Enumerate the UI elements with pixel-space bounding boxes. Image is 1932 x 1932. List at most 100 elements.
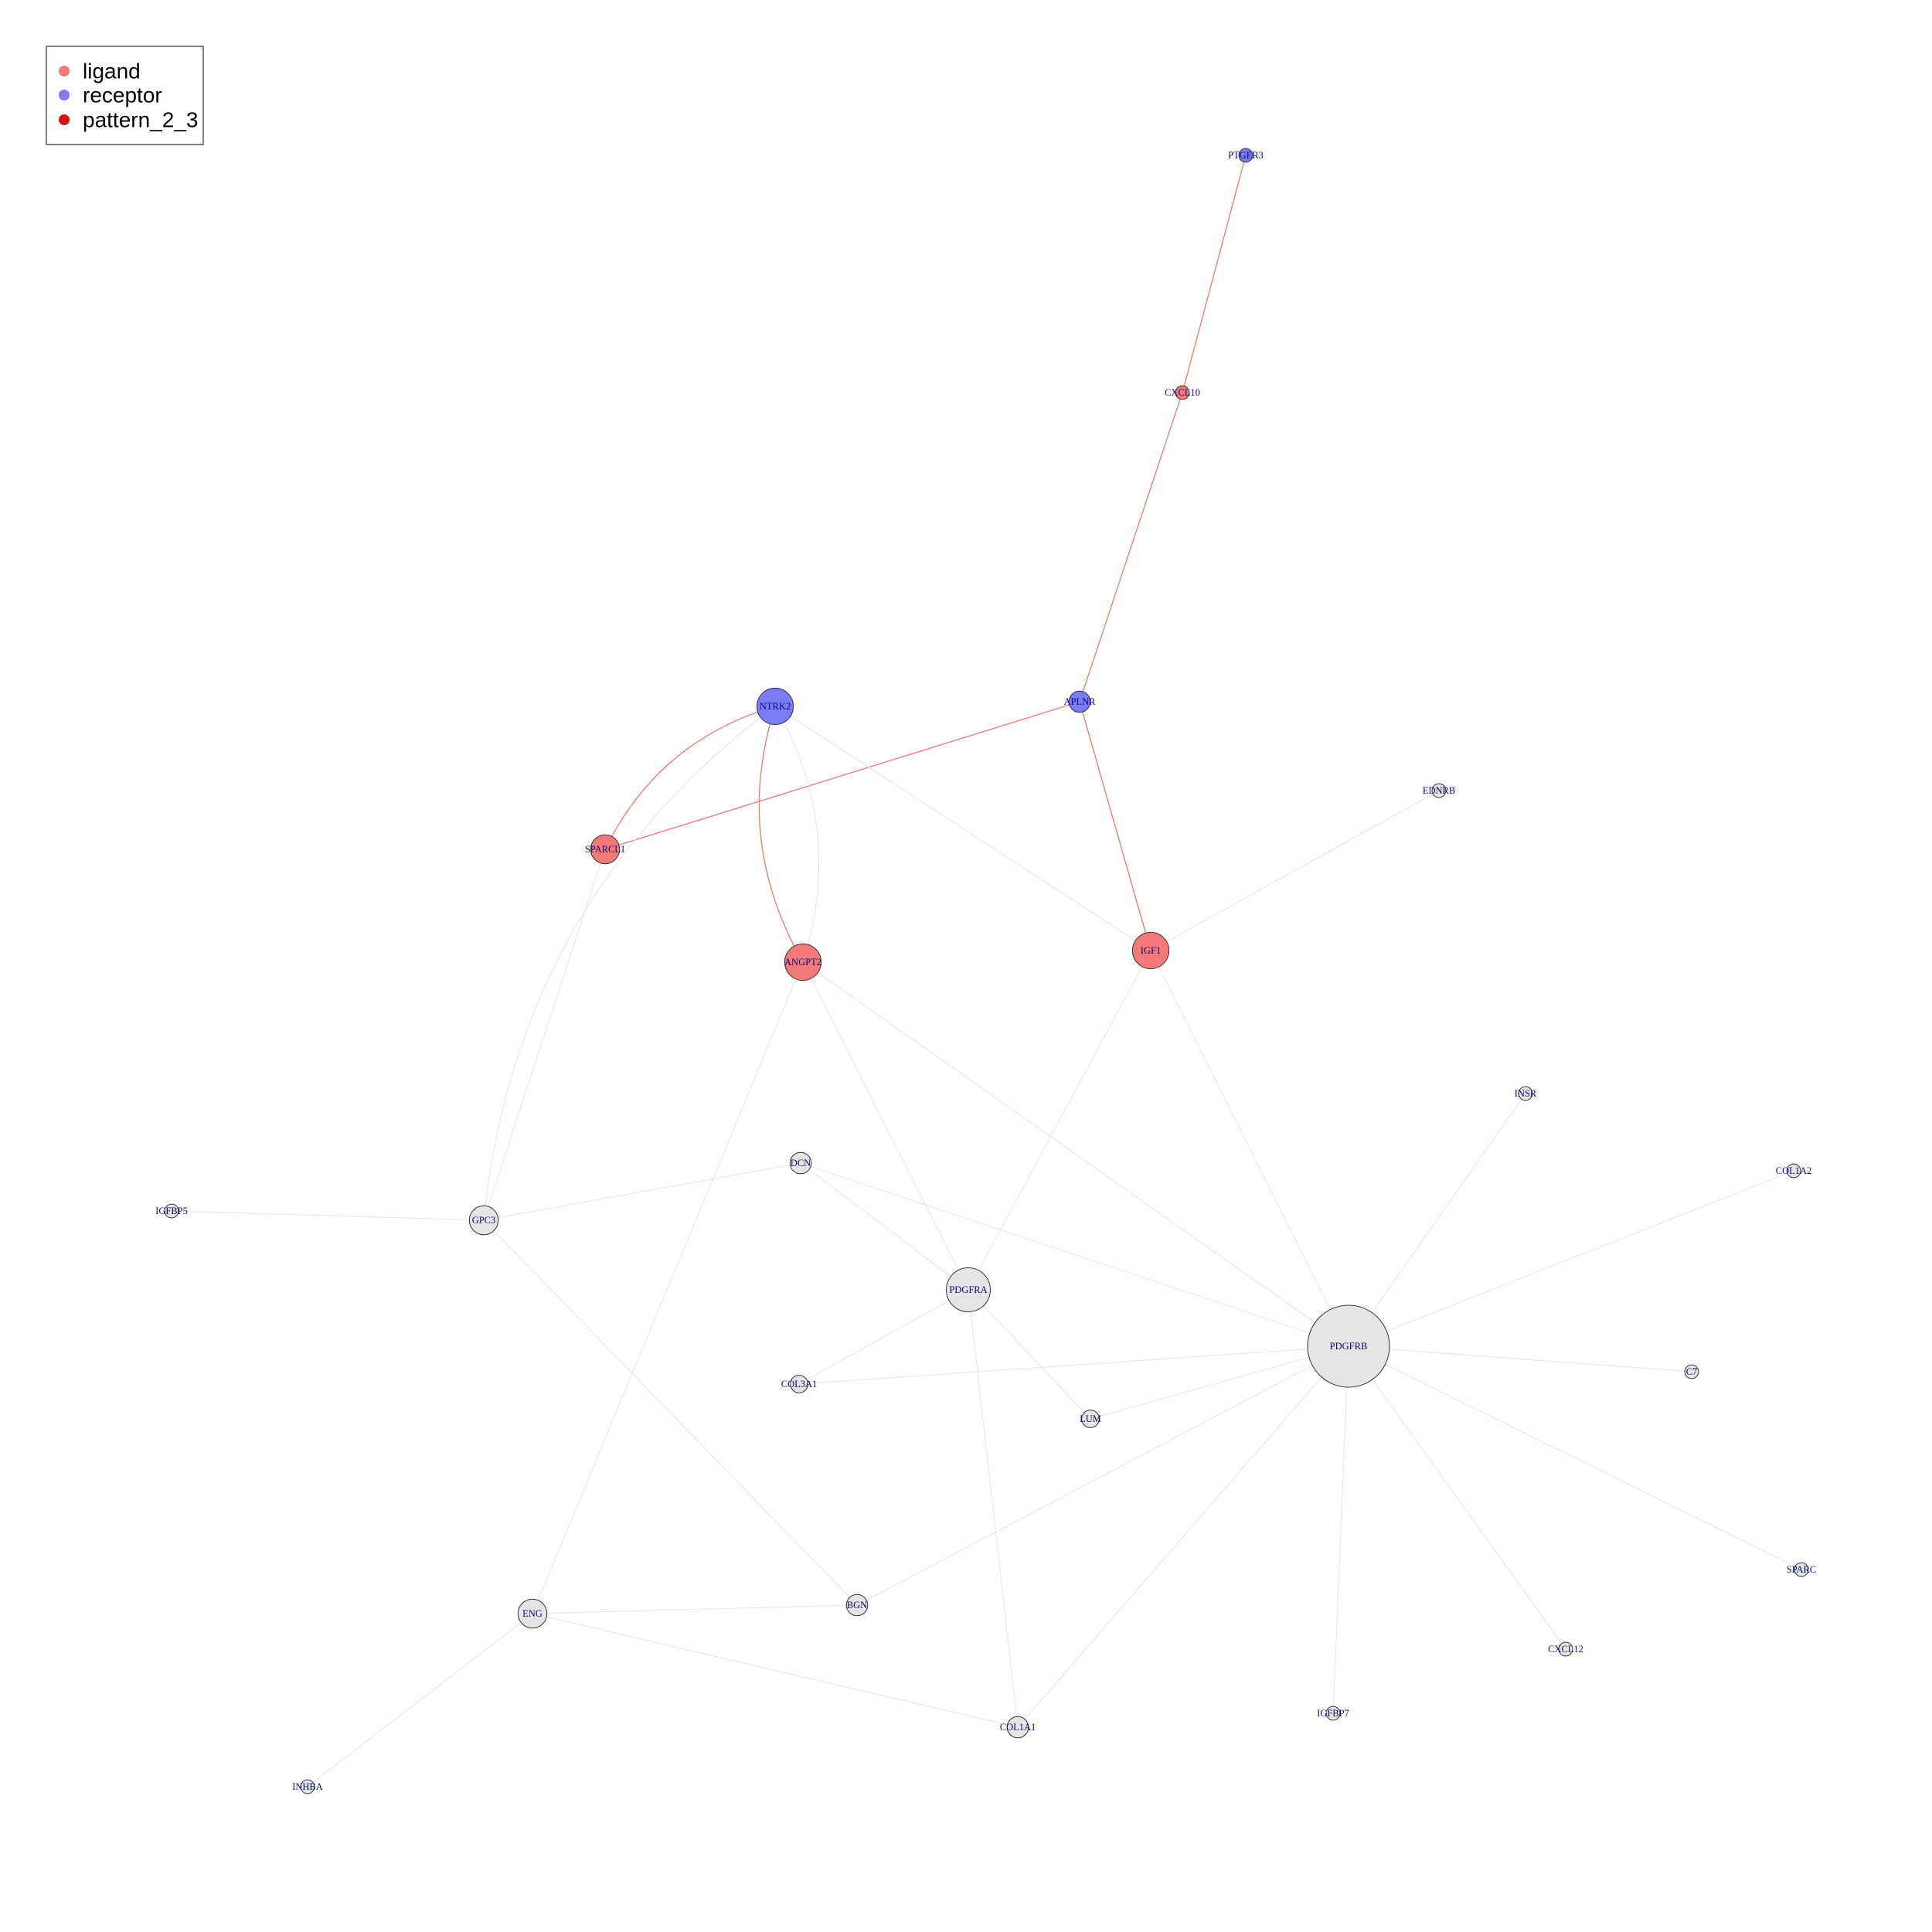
edge-eng-bgn [532, 1604, 858, 1614]
node-ednrb[interactable] [1431, 783, 1447, 798]
legend-dot-pattern [59, 114, 70, 125]
edge-pdgfrb-bgn [856, 1345, 1349, 1606]
edge-ntrk2-sparcl1 [604, 706, 776, 850]
edge-dcn-pdgfra [800, 1162, 969, 1291]
edge-ntrk2-gpc3 [483, 706, 776, 1221]
legend: ligand receptor pattern_2_3 [46, 46, 204, 145]
edge-pdgfra-lum [968, 1289, 1091, 1420]
legend-label-pattern: pattern_2_3 [83, 108, 198, 132]
legend-item-ligand: ligand [59, 60, 141, 83]
edge-pdgfrb-c7 [1348, 1345, 1692, 1372]
node-label-sparcl1: SPARCL1 [585, 844, 625, 855]
node-label-cxcl10: CXCL10 [1165, 387, 1200, 398]
edge-ntrk2-angpt2 [774, 706, 820, 963]
node-angpt2[interactable] [784, 943, 822, 981]
node-label-pdgfrb: PDGFRB [1330, 1341, 1368, 1352]
node-label-col3a1: COL3A1 [781, 1379, 818, 1389]
edge-pdgfra-col1a1 [968, 1289, 1019, 1728]
node-eng[interactable] [517, 1598, 548, 1629]
node-igfbp7[interactable] [1325, 1706, 1341, 1721]
node-sparcl1[interactable] [590, 834, 621, 865]
node-col1a1[interactable] [1006, 1716, 1029, 1739]
node-label-igfbp7: IGFBP7 [1317, 1708, 1349, 1719]
node-label-col1a1: COL1A1 [1000, 1722, 1036, 1733]
node-label-inhba: INHBA [292, 1781, 323, 1792]
edge-pdgfrb-igfbp7 [1332, 1345, 1349, 1714]
node-label-ednrb: EDNRB [1423, 785, 1455, 796]
node-label-ptger3: PTGER3 [1228, 150, 1264, 161]
legend-item-pattern: pattern_2_3 [59, 108, 198, 132]
legend-dot-receptor [59, 90, 70, 100]
node-label-bgn: BGN [847, 1600, 867, 1611]
node-pdgfrb[interactable] [1307, 1304, 1390, 1388]
labels-layer: PTGER3 CXCL10 NTRK2 APLNR EDNRB SPARCL1 ANGPT2… [155, 150, 1816, 1792]
node-c7[interactable] [1684, 1364, 1699, 1379]
node-label-insr: INSR [1515, 1088, 1537, 1099]
edge-gpc3-bgn [483, 1219, 858, 1606]
edge-eng-inhba [307, 1613, 533, 1787]
node-col1a2[interactable] [1786, 1163, 1801, 1179]
nodes-layer [164, 148, 1809, 1794]
edge-igfbp5-gpc3 [171, 1210, 485, 1221]
edge-pdgfrb-col3a1 [798, 1345, 1349, 1385]
edge-angpt2-pdgfra [802, 961, 969, 1291]
edge-ntrk2-igf1 [774, 706, 1151, 951]
node-inhba[interactable] [300, 1779, 315, 1794]
node-insr[interactable] [1518, 1086, 1533, 1101]
edge-dcn-gpc3 [483, 1162, 801, 1221]
edge-col1a2-pdgfrb [1348, 1170, 1794, 1347]
legend-item-receptor: receptor [59, 83, 162, 107]
edge-cxcl10-aplnr [1079, 392, 1183, 702]
node-label-ntrk2: NTRK2 [760, 701, 791, 712]
node-sparc[interactable] [1794, 1562, 1809, 1577]
node-bgn[interactable] [845, 1594, 869, 1617]
edge-pdgfra-col3a1 [798, 1289, 969, 1385]
edge-insr-pdgfrb [1348, 1093, 1526, 1347]
node-label-sparc: SPARC [1787, 1564, 1816, 1575]
node-ptger3[interactable] [1238, 148, 1253, 163]
node-dcn[interactable] [789, 1151, 812, 1175]
node-label-igf1: IGF1 [1141, 945, 1161, 956]
edge-aplnr-igf1 [1079, 701, 1151, 951]
edge-igf1-pdgfra [968, 950, 1151, 1291]
node-pdgfra[interactable] [946, 1267, 991, 1312]
node-label-gpc3: GPC3 [472, 1215, 496, 1226]
node-label-c7: C7 [1686, 1366, 1698, 1377]
edge-ntrk2-angpt2 [758, 706, 804, 963]
node-cxcl12[interactable] [1558, 1641, 1573, 1657]
edge-ptger3-cxcl10 [1182, 155, 1247, 393]
node-igfbp5[interactable] [164, 1203, 179, 1219]
edge-eng-col1a1 [532, 1613, 1019, 1728]
node-igf1[interactable] [1131, 931, 1170, 970]
edge-pdgfrb-col1a1 [1017, 1345, 1349, 1728]
edge-igf1-pdgfrb [1150, 950, 1349, 1347]
edge-pdgfrb-sparc [1348, 1345, 1802, 1570]
node-label-pdgfra: PDGFRA [949, 1284, 987, 1295]
node-label-col1a2: COL1A2 [1776, 1165, 1812, 1176]
edge-aplnr-sparcl1 [604, 701, 1080, 850]
edge-angpt2-eng [532, 961, 804, 1614]
node-col3a1[interactable] [790, 1375, 808, 1393]
node-label-cxcl12: CXCL12 [1548, 1644, 1583, 1655]
node-label-igfbp5: IGFBP5 [155, 1206, 188, 1216]
node-lum[interactable] [1081, 1410, 1100, 1428]
edge-angpt2-pdgfrb [802, 961, 1349, 1347]
edges-layer [171, 155, 1802, 1787]
node-label-dcn: DCN [791, 1158, 811, 1168]
node-aplnr[interactable] [1068, 690, 1091, 713]
legend-box [46, 46, 204, 145]
edge-sparcl1-gpc3 [483, 849, 606, 1221]
node-ntrk2[interactable] [756, 687, 794, 726]
legend-label-receptor: receptor [83, 83, 162, 107]
legend-label-ligand: ligand [83, 60, 141, 83]
legend-dot-ligand [59, 66, 70, 77]
edge-pdgfrb-cxcl12 [1348, 1345, 1566, 1650]
node-label-lum: LUM [1080, 1413, 1101, 1424]
node-label-aplnr: APLNR [1064, 696, 1097, 707]
edge-pdgfrb-lum [1090, 1345, 1349, 1420]
node-gpc3[interactable] [468, 1205, 499, 1236]
node-label-angpt2: ANGPT2 [784, 957, 821, 968]
node-label-eng: ENG [522, 1608, 543, 1619]
node-cxcl10[interactable] [1175, 385, 1190, 400]
